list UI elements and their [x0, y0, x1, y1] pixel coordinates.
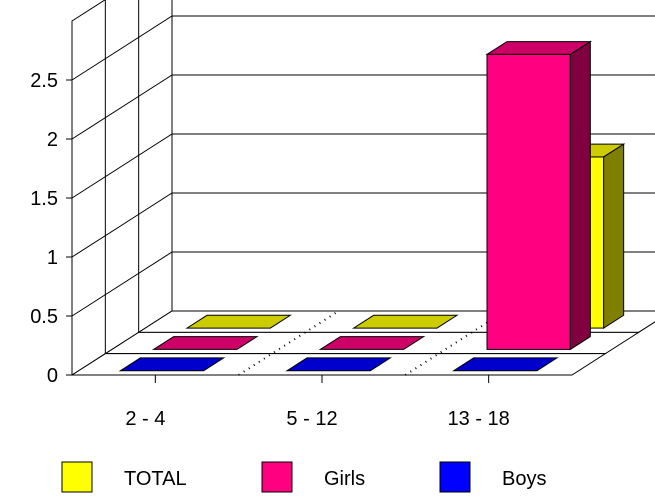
legend-swatch: [61, 461, 93, 493]
x-axis-ticks: 2 - 4 5 - 12 13 - 18: [72, 374, 572, 430]
bar: [318, 336, 426, 350]
bar-top-face: [118, 357, 226, 372]
bar-top-face: [285, 357, 393, 372]
y-tick-label: 2: [47, 129, 58, 151]
legend-swatch: [261, 461, 293, 493]
bar: [285, 357, 393, 372]
y-tick-label: 2.5: [30, 70, 58, 92]
bar: [185, 314, 293, 329]
legend: TOTAL Girls Boys: [61, 461, 546, 493]
y-tick-label: 0: [47, 365, 58, 387]
bar: [451, 357, 559, 372]
bar: [151, 336, 259, 350]
bar-side-face: [603, 143, 625, 329]
bar: [351, 314, 459, 329]
legend-label: Girls: [324, 468, 365, 490]
x-tick-label: 5 - 12: [286, 408, 337, 430]
y-tick-label: 1: [47, 247, 58, 269]
bar: [485, 40, 593, 351]
bar-top-face: [151, 336, 259, 350]
y-axis-ticks: 0 0.5 1 1.5 2 2.5: [30, 70, 72, 387]
x-tick-label: 2 - 4: [125, 408, 165, 430]
bar-side-face: [569, 40, 591, 351]
bar-top-face: [351, 314, 459, 329]
legend-swatch: [439, 461, 471, 493]
gridline: [71, 15, 655, 81]
bars: [118, 40, 626, 372]
bar-top-face: [318, 336, 426, 350]
x-tick-label: 13 - 18: [448, 408, 510, 430]
bar: [118, 357, 226, 372]
bar-top-face: [185, 314, 293, 329]
y-tick-label: 0.5: [30, 306, 58, 328]
y-tick-label: 1.5: [30, 188, 58, 210]
legend-label: TOTAL: [124, 468, 187, 490]
bar-top-face: [451, 357, 559, 372]
bar-front-face: [486, 53, 571, 350]
legend-label: Boys: [502, 468, 546, 490]
left-wall-edge: [71, 0, 106, 375]
